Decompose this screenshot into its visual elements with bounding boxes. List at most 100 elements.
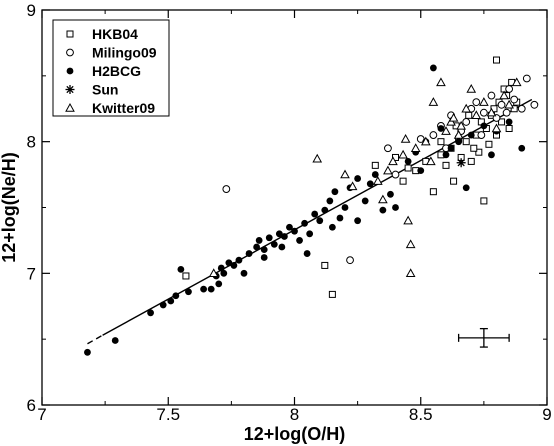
milingo09-point	[510, 95, 519, 104]
h2bcg-point	[366, 180, 374, 188]
h2bcg-point	[447, 144, 455, 152]
kwitter09-point	[400, 134, 411, 143]
kwitter09-point	[403, 215, 413, 225]
kwitter09-point	[405, 239, 416, 249]
legend-marker-milingo09	[66, 48, 74, 57]
legend-label-sun: Sun	[92, 82, 118, 98]
kwitter09-point	[383, 165, 393, 175]
kwitter09-point	[441, 126, 451, 135]
h2bcg-point	[225, 259, 233, 267]
hkb04-point	[470, 144, 478, 152]
h2bcg-point	[467, 131, 475, 139]
h2bcg-point	[240, 269, 248, 277]
h2bcg-point	[185, 288, 192, 296]
h2bcg-point	[316, 217, 324, 225]
legend-label-hkb04: HKB04	[92, 26, 138, 42]
series-h2bcg	[84, 64, 526, 356]
hkb04-point	[182, 272, 190, 280]
asterisk-stroke	[457, 159, 465, 167]
milingo09-point	[505, 85, 514, 93]
x-tick-label: 8.5	[409, 405, 433, 424]
milingo09-point	[517, 104, 526, 113]
h2bcg-point	[275, 230, 283, 238]
h2bcg-point	[207, 285, 215, 293]
h2bcg-point	[371, 171, 379, 178]
h2bcg-point	[417, 167, 425, 175]
h2bcg-point	[111, 337, 119, 344]
h2bcg-point	[291, 227, 298, 235]
hkb04-point	[328, 290, 336, 298]
h2bcg-point	[260, 246, 268, 254]
h2bcg-point	[354, 217, 362, 225]
h2bcg-point	[255, 237, 263, 244]
sun-point	[456, 158, 466, 168]
h2bcg-point	[200, 285, 208, 293]
h2bcg-point	[480, 122, 488, 130]
legend-marker-sun	[65, 85, 75, 94]
hkb04-point	[321, 261, 329, 269]
h2bcg-point	[296, 237, 303, 244]
kwitter09-point	[461, 103, 472, 113]
h2bcg-point	[253, 243, 261, 251]
milingo09-point	[472, 98, 481, 107]
h2bcg-point	[392, 204, 399, 211]
milingo09-point	[384, 144, 392, 153]
h2bcg-point	[217, 264, 225, 272]
legend-marker-h2bcg	[66, 67, 74, 75]
series-milingo09	[222, 74, 539, 265]
h2bcg-point	[147, 309, 154, 317]
kwitter09-point	[436, 77, 446, 87]
hkb04-point	[442, 161, 450, 169]
milingo09-point	[222, 185, 231, 193]
x-axis-label: 12+log(O/H)	[244, 424, 346, 444]
milingo09-point	[346, 256, 354, 265]
h2bcg-point	[311, 210, 319, 218]
x-tick-label: 8	[290, 405, 299, 424]
h2bcg-point	[306, 230, 314, 238]
hkb04-point	[399, 177, 407, 185]
h2bcg-point	[331, 188, 339, 196]
h2bcg-point	[341, 204, 349, 211]
hkb04-point	[475, 148, 483, 156]
hkb04-point	[450, 177, 458, 185]
series-kwitter09	[208, 77, 522, 278]
hkb04-point	[498, 118, 506, 126]
milingo09-point	[487, 91, 496, 100]
hkb04-point	[480, 197, 488, 205]
h2bcg-point	[278, 243, 286, 251]
milingo09-point	[477, 131, 486, 139]
h2bcg-point	[172, 292, 180, 300]
hkb04-point	[493, 56, 500, 64]
h2bcg-point	[235, 256, 243, 264]
kwitter09-point	[398, 149, 408, 159]
kwitter09-point	[426, 156, 436, 166]
series-sun	[456, 158, 466, 168]
kwitter09-point	[347, 181, 358, 191]
h2bcg-point	[455, 138, 463, 146]
h2bcg-point	[177, 265, 185, 273]
hkb04-point	[505, 125, 513, 132]
kwitter09-point	[499, 90, 509, 100]
fit-line-dashed	[87, 334, 103, 345]
h2bcg-point	[281, 233, 288, 240]
legend-marker-kwitter09	[65, 102, 75, 112]
h2bcg-point	[505, 118, 513, 126]
hkb04-point	[510, 105, 518, 113]
y-tick-label: 8	[27, 133, 36, 152]
h2bcg-point	[437, 125, 445, 132]
h2bcg-point	[215, 280, 223, 288]
hkb04-point	[404, 164, 412, 172]
h2bcg-point	[245, 250, 253, 257]
h2bcg-point	[260, 254, 268, 261]
kwitter09-point	[405, 268, 416, 278]
kwitter09-point	[453, 130, 464, 139]
y-tick-label: 6	[27, 396, 36, 415]
h2bcg-point	[336, 214, 344, 222]
h2bcg-point	[159, 301, 167, 309]
kwitter09-point	[312, 153, 323, 163]
y-tick-label: 9	[27, 1, 36, 20]
h2bcg-point	[301, 219, 308, 227]
asterisk-stroke	[66, 85, 74, 94]
milingo09-point	[391, 170, 400, 179]
kwitter09-point	[420, 136, 431, 146]
